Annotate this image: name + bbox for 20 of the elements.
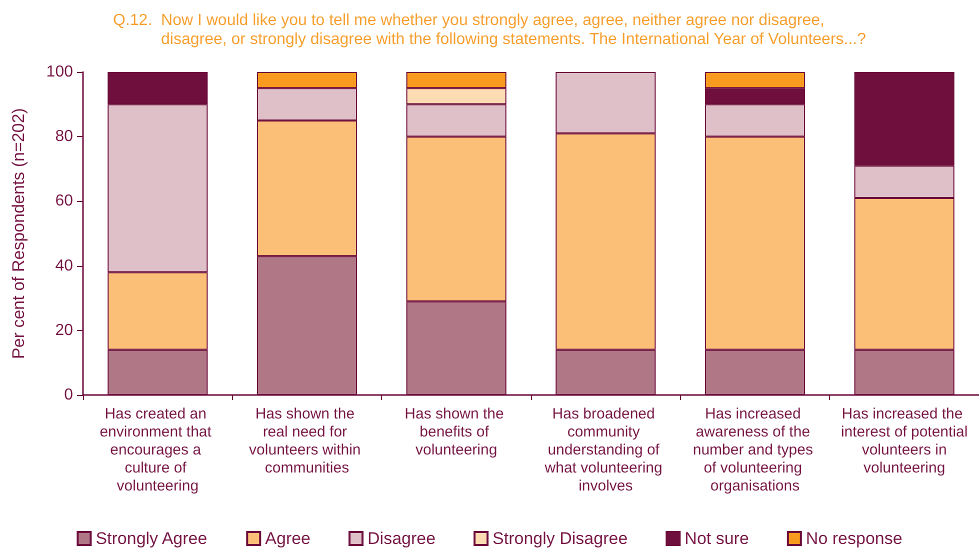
y-tick-label: 60	[55, 192, 74, 210]
x-tick-label: Has increased the interest of potential volunteers in volunteering	[840, 406, 968, 476]
y-tick-label: 20	[55, 322, 74, 339]
y-tick-label: 0	[64, 386, 74, 404]
legend-label: Agree	[265, 529, 311, 548]
y-tick-label: 80	[55, 128, 74, 146]
y-axis-title: Per cent of Respondents (n=202)	[9, 108, 28, 359]
x-tick-label: Has broadened community understanding of what volunteering involves	[544, 406, 667, 494]
chart-title: Q.12. Now I would like you to tell me whether you strongly agree, agree, neither agree nor disagree, disagree, or strongly disagree with the following statements. The International Year of Volunteers...?	[113, 12, 866, 48]
y-tick-label: 40	[55, 257, 74, 274]
legend-label: No response	[806, 529, 902, 548]
legend-label: Disagree	[368, 529, 436, 548]
y-tick-label: 100	[46, 64, 74, 80]
legend-label: Strongly Agree	[96, 529, 208, 548]
legend-label: Strongly Disagree	[492, 529, 628, 548]
x-tick-label: Has shown the benefits of volunteering	[404, 406, 508, 458]
x-tick-label: Has increased awareness of the number and types of volunteering organisations	[692, 406, 818, 494]
x-tick-label: Has created an environment that encourages a culture of volunteering	[100, 406, 216, 494]
legend-label: Not sure	[684, 529, 749, 548]
x-tick-label: Has shown the real need for volunteers within communities	[249, 406, 365, 476]
